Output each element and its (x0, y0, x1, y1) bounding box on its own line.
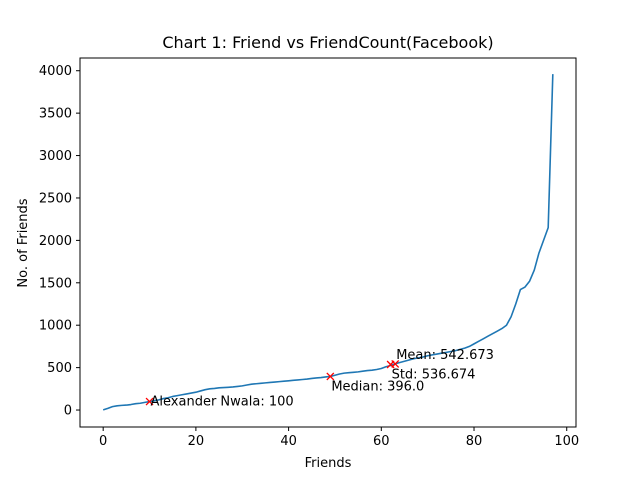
y-axis-label: No. of Friends (16, 198, 31, 287)
x-tick-label: 100 (554, 434, 579, 449)
x-tick-label: 0 (99, 434, 107, 449)
annotation-label: Std: 536.674 (392, 367, 476, 382)
y-tick-label: 3000 (39, 149, 72, 164)
y-tick-label: 1000 (39, 319, 72, 334)
series-line (102, 74, 554, 411)
chart-title: Chart 1: Friend vs FriendCount(Facebook) (162, 33, 493, 52)
marker-stroke (386, 360, 395, 369)
y-tick-label: 500 (47, 361, 72, 376)
annotation-label: Alexander Nwala: 100 (151, 395, 294, 410)
x-axis-label: Friends (305, 456, 352, 471)
x-tick-label: 40 (280, 434, 297, 449)
y-tick-label: 2500 (39, 191, 72, 206)
marker-stroke (145, 397, 154, 406)
x-tick-label: 60 (373, 434, 390, 449)
annotation-label: Median: 396.0 (331, 379, 424, 394)
y-tick-label: 0 (64, 404, 72, 419)
plot-area: 0 20 40 60 80 1000500100015002000250030003500… (39, 64, 579, 449)
marker-stroke (326, 372, 335, 381)
annotation-marker (386, 360, 395, 369)
axes-frame (79, 57, 577, 428)
annotation-label: Mean: 542.673 (396, 348, 494, 363)
x-tick-label: 80 (466, 434, 483, 449)
y-tick-label: 2000 (39, 234, 72, 249)
annotation-marker (145, 397, 154, 406)
annotation-marker (326, 372, 335, 381)
y-tick-label: 3500 (39, 107, 72, 122)
y-tick-label: 4000 (39, 64, 72, 79)
x-tick-label: 20 (188, 434, 205, 449)
y-tick-label: 1500 (39, 276, 72, 291)
